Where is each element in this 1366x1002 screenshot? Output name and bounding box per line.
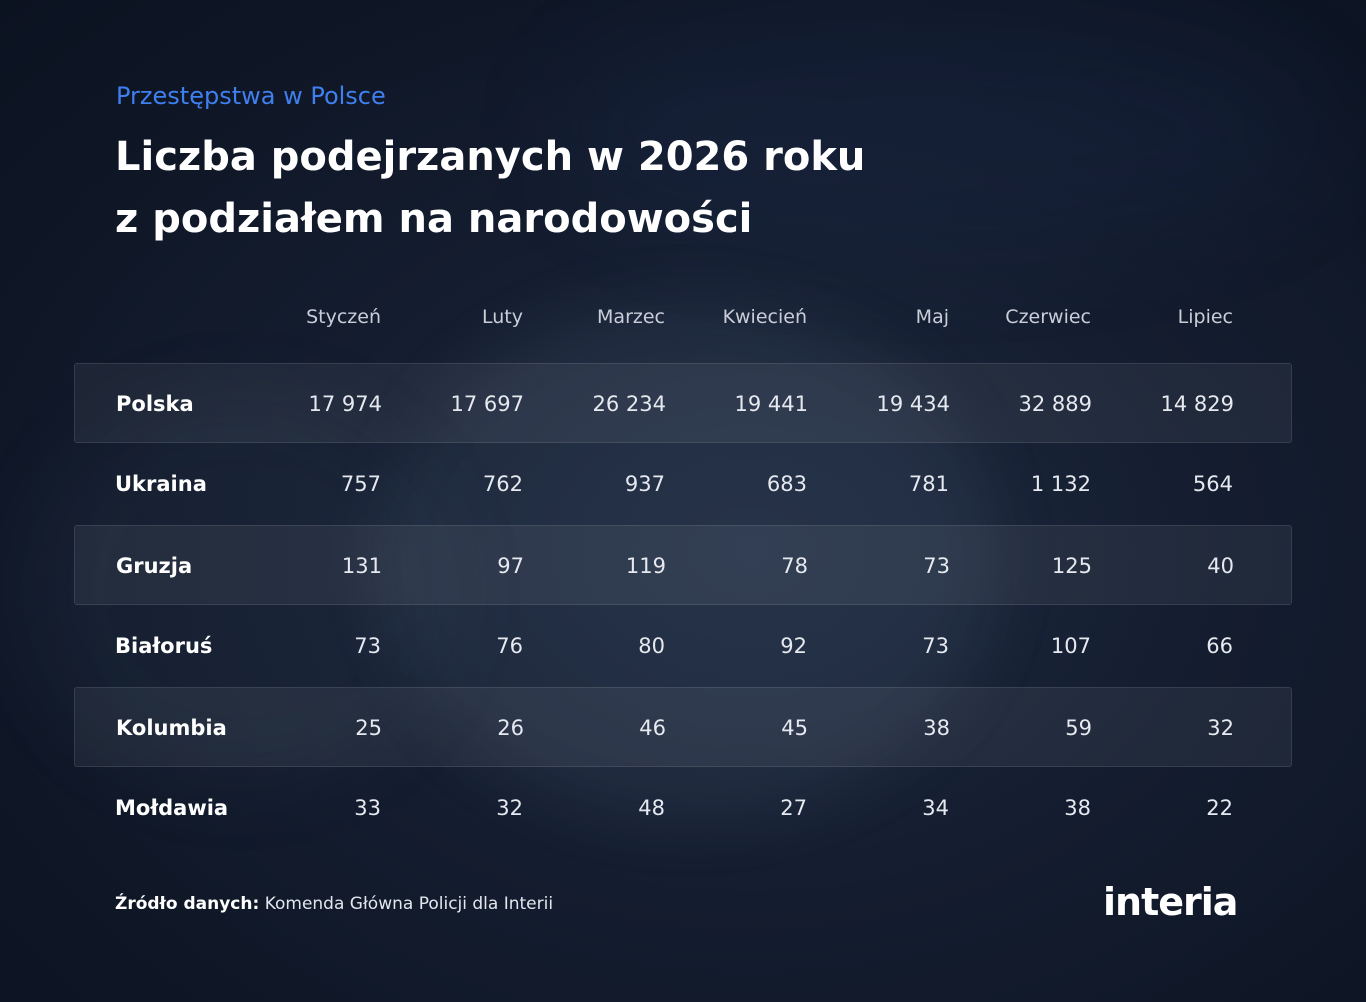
table-cell: 19 441 (734, 392, 808, 416)
table-row: Białoruś 73 76 80 92 73 107 66 (74, 606, 1292, 686)
row-label: Polska (116, 392, 194, 416)
table-cell: 92 (780, 634, 807, 658)
table-row: Kolumbia 25 26 46 45 38 59 32 (74, 687, 1292, 767)
table-cell: 25 (355, 716, 382, 740)
table-cell: 32 889 (1018, 392, 1092, 416)
table-cell: 781 (908, 472, 949, 496)
table-header-row: Styczeń Luty Marzec Kwiecień Maj Czerwiec Lipi… (0, 306, 1366, 342)
table-cell: 73 (923, 554, 950, 578)
table-cell: 27 (780, 796, 807, 820)
table-cell: 33 (354, 796, 381, 820)
row-label: Mołdawia (115, 796, 229, 820)
table-row: Mołdawia 33 32 48 27 34 38 22 (74, 768, 1292, 848)
table-cell: 14 829 (1160, 392, 1234, 416)
table-cell: 34 (922, 796, 949, 820)
column-header: Kwiecień (722, 306, 807, 328)
data-source: Źródło danych: Komenda Główna Policji dl… (115, 894, 553, 914)
table-cell: 38 (923, 716, 950, 740)
source-label: Źródło danych: (115, 894, 260, 914)
table-cell: 119 (625, 554, 666, 578)
column-header: Marzec (597, 306, 665, 328)
table-cell: 17 697 (450, 392, 524, 416)
table-cell: 19 434 (876, 392, 950, 416)
table-cell: 107 (1050, 634, 1091, 658)
column-header: Lipiec (1177, 306, 1233, 328)
table-cell: 80 (638, 634, 665, 658)
row-label: Ukraina (115, 472, 207, 496)
table-cell: 76 (496, 634, 523, 658)
category-subtitle: Przestępstwa w Polsce (116, 82, 386, 110)
table-cell: 73 (354, 634, 381, 658)
title-line-2: z podziałem na narodowości (115, 196, 753, 242)
table-cell: 45 (781, 716, 808, 740)
table-cell: 32 (496, 796, 523, 820)
table-row: Polska 17 974 17 697 26 234 19 441 19 434 32 8… (74, 363, 1292, 443)
column-header: Czerwiec (1005, 306, 1091, 328)
table-cell: 78 (781, 554, 808, 578)
interia-logo: interia (1103, 880, 1238, 924)
table-cell: 17 974 (308, 392, 382, 416)
table-cell: 40 (1207, 554, 1234, 578)
table-cell: 46 (639, 716, 666, 740)
column-header: Luty (482, 306, 523, 328)
table-cell: 22 (1206, 796, 1233, 820)
table-cell: 762 (482, 472, 523, 496)
table-cell: 564 (1192, 472, 1233, 496)
table-cell: 73 (922, 634, 949, 658)
source-text: Komenda Główna Policji dla Interii (264, 894, 554, 914)
table-cell: 125 (1051, 554, 1092, 578)
table-row: Ukraina 757 762 937 683 781 1 132 564 (74, 444, 1292, 524)
row-label: Kolumbia (116, 716, 227, 740)
table-cell: 66 (1206, 634, 1233, 658)
table-cell: 1 132 (1030, 472, 1091, 496)
column-header: Maj (915, 306, 949, 328)
table-cell: 26 234 (592, 392, 666, 416)
title-line-1: Liczba podejrzanych w 2026 roku (115, 134, 866, 180)
table-cell: 131 (341, 554, 382, 578)
table-cell: 937 (624, 472, 665, 496)
table-cell: 59 (1065, 716, 1092, 740)
table-cell: 48 (638, 796, 665, 820)
table-row: Gruzja 131 97 119 78 73 125 40 (74, 525, 1292, 605)
column-header: Styczeń (306, 306, 381, 328)
page-title: Liczba podejrzanych w 2026 roku z podzia… (115, 126, 1015, 250)
table-cell: 683 (766, 472, 807, 496)
row-label: Białoruś (115, 634, 213, 658)
table-cell: 757 (340, 472, 381, 496)
table-cell: 38 (1064, 796, 1091, 820)
table-cell: 32 (1207, 716, 1234, 740)
row-label: Gruzja (116, 554, 193, 578)
table-cell: 26 (497, 716, 524, 740)
table-cell: 97 (497, 554, 524, 578)
